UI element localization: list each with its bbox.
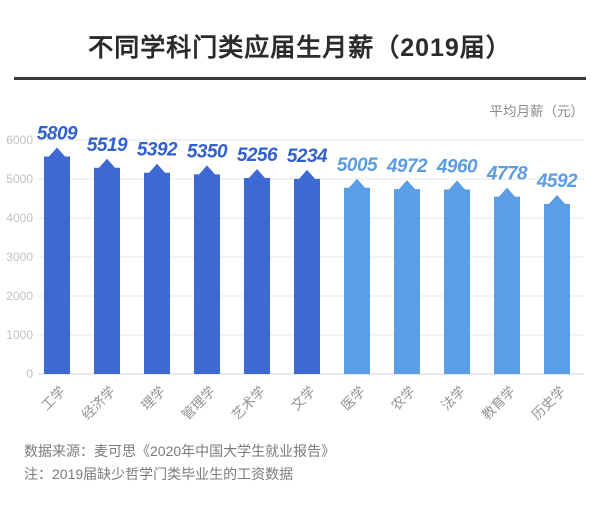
bar <box>494 187 520 374</box>
bar-value-label: 5005 <box>337 155 378 176</box>
category-label: 理学 <box>138 384 168 414</box>
footer: 数据来源：麦可思《2020年中国大学生就业报告》 注：2019届缺少哲学门类毕业… <box>24 440 335 486</box>
bar-value-label: 4960 <box>436 157 478 178</box>
bar <box>94 158 120 374</box>
bar <box>444 180 470 374</box>
category-label: 工学 <box>38 384 68 414</box>
bar-value-label: 5256 <box>237 145 278 166</box>
category-label: 历史学 <box>529 384 568 423</box>
bar-value-label: 5519 <box>87 135 128 156</box>
y-tick-label: 5000 <box>6 172 33 186</box>
category-label: 艺术学 <box>229 384 268 423</box>
bar-value-label: 4778 <box>486 164 528 185</box>
y-tick-label: 0 <box>26 367 33 381</box>
bar-value-label: 4592 <box>536 171 578 192</box>
category-label: 文学 <box>288 384 318 414</box>
y-tick-label: 4000 <box>6 211 33 225</box>
bar <box>294 169 320 374</box>
y-tick-label: 3000 <box>6 250 33 264</box>
bar <box>244 169 270 374</box>
bar-value-label: 4972 <box>386 156 428 177</box>
bar-value-label: 5234 <box>287 146 328 167</box>
page-title: 不同学科门类应届生月薪（2019届） <box>88 34 512 62</box>
y-axis-unit-label: 平均月薪（元） <box>489 104 585 119</box>
bar <box>144 163 170 374</box>
bar <box>194 165 220 374</box>
bar-value-label: 5392 <box>137 140 178 161</box>
category-label: 法学 <box>438 384 468 414</box>
bar-value-label: 5350 <box>187 141 228 162</box>
y-tick-label: 2000 <box>6 289 33 303</box>
bar <box>344 178 370 374</box>
category-label: 医学 <box>338 384 368 414</box>
title-divider <box>14 77 586 80</box>
bar <box>544 194 570 374</box>
y-tick-label: 1000 <box>6 328 33 342</box>
y-tick-label: 6000 <box>6 133 33 147</box>
bar-value-label: 5809 <box>37 123 78 144</box>
category-label: 农学 <box>388 384 418 414</box>
data-source-note: 数据来源：麦可思《2020年中国大学生就业报告》 <box>24 443 336 459</box>
bar <box>44 147 70 374</box>
category-label: 教育学 <box>479 384 518 423</box>
category-label: 管理学 <box>179 384 218 423</box>
data-caveat-note: 注：2019届缺少哲学门类毕业生的工资数据 <box>24 466 294 482</box>
category-label: 经济学 <box>79 384 118 423</box>
bar <box>394 180 420 374</box>
